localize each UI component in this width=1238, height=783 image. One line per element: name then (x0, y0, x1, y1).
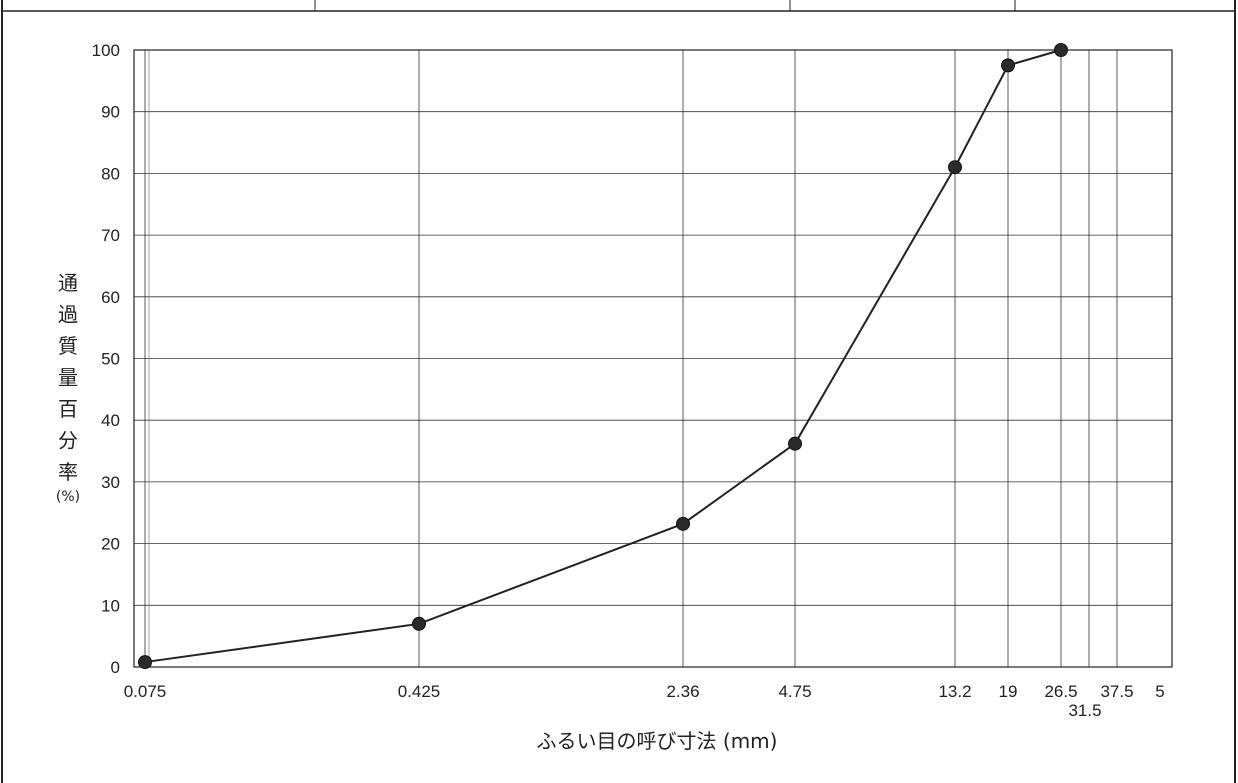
x-tick-label-31.5: 31.5 (1068, 701, 1101, 720)
data-point-5 (1001, 58, 1015, 73)
y-tick-label-40: 40 (101, 411, 120, 430)
x-tick-label-13.2: 13.2 (938, 682, 971, 701)
data-point-2 (676, 516, 690, 531)
x-tick-label-37.5: 37.5 (1100, 682, 1133, 701)
y-axis-unit: (%) (56, 489, 80, 505)
y-axis-title-char: 量 (58, 366, 78, 390)
y-tick-label-0: 0 (111, 658, 120, 677)
x-tick-label-26.5: 26.5 (1044, 682, 1077, 701)
data-point-6 (1054, 43, 1068, 57)
y-axis-title-char: 過 (58, 303, 78, 327)
y-tick-label-30: 30 (101, 473, 120, 492)
y-axis-title-char: 率 (58, 460, 78, 484)
plot-area (133, 49, 1173, 668)
series-layer (138, 43, 1068, 670)
x-tick-label-2.36: 2.36 (666, 682, 699, 701)
x-tick-label-4.75: 4.75 (778, 682, 811, 701)
x-tick-label-0.425: 0.425 (398, 682, 441, 701)
y-axis-title-char: 質 (58, 334, 78, 358)
y-tick-label-60: 60 (101, 288, 120, 307)
y-tick-label-20: 20 (101, 535, 120, 554)
data-point-0 (138, 655, 152, 670)
x-tick-labels: 0.075 0.425 2.36 4.75 13.2 19 26.531.537.5 5 (124, 682, 1165, 720)
x-tick-label-5: 5 (1155, 682, 1164, 701)
y-tick-label-90: 90 (101, 103, 120, 122)
x-tick-label-0.075: 0.075 (124, 682, 167, 701)
series-line-0 (144, 49, 1062, 664)
horizontal-gridlines (134, 49, 1172, 668)
data-point-3 (788, 436, 802, 451)
x-tick-label-19: 19 (999, 682, 1018, 701)
data-point-4 (948, 160, 962, 175)
y-axis-title-char: 百 (58, 397, 78, 421)
data-point-1 (412, 616, 426, 631)
y-tick-label-80: 80 (101, 164, 120, 183)
y-tick-label-50: 50 (101, 350, 120, 369)
y-axis-title-char: 分 (58, 429, 78, 453)
x-axis-title: ふるい目の呼び寸法 (mm) (537, 729, 778, 753)
y-tick-labels: 0 10 20 30 40 50 60 70 80 90 100 (92, 41, 120, 677)
vertical-gridlines (144, 50, 1118, 667)
y-tick-label-100: 100 (92, 41, 120, 60)
y-tick-label-10: 10 (101, 596, 120, 615)
y-tick-label-70: 70 (101, 226, 120, 245)
y-axis-title-char: 通 (58, 271, 78, 295)
